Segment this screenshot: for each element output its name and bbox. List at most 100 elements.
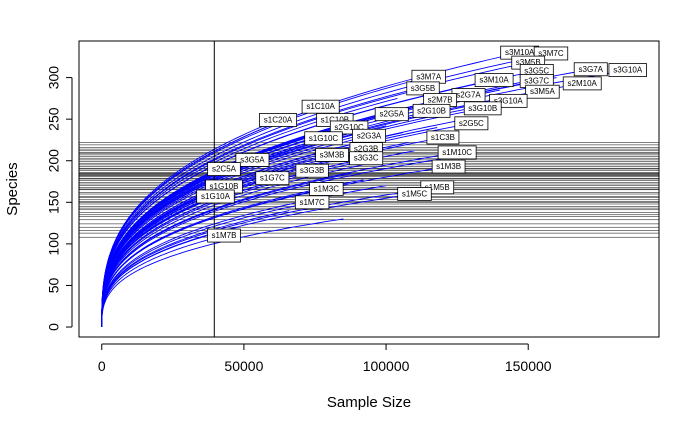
curve-label-box bbox=[437, 145, 477, 160]
curve-label-text: s3G3B bbox=[300, 166, 324, 175]
curve-label-box bbox=[196, 189, 235, 204]
curve-label: s3M7A bbox=[411, 69, 446, 84]
curve-label-text: s1M7C bbox=[299, 198, 325, 207]
curve-label-text: s1G10C bbox=[309, 134, 339, 143]
curve-label-text: s2G7A bbox=[456, 91, 481, 100]
y-axis: 0 50 100 150 200 250 300 bbox=[46, 66, 73, 331]
curve-label-text: s2G3B bbox=[354, 145, 378, 154]
curve-label: s3G10B bbox=[463, 101, 502, 116]
curve-label: s1G10C bbox=[304, 131, 343, 146]
curve-label: s1M7B bbox=[207, 228, 241, 243]
rarefaction-curve bbox=[101, 193, 262, 328]
curve-label: s3G10A bbox=[608, 63, 647, 78]
curve-label: s1M5C bbox=[397, 187, 432, 201]
x-tick-label: 0 bbox=[98, 358, 106, 374]
rarefaction-curve bbox=[101, 97, 398, 328]
curve-label: s1C10A bbox=[301, 99, 340, 114]
curve-label-text: s2G10C bbox=[334, 123, 364, 132]
curve-label-text: s1C3B bbox=[431, 133, 455, 142]
curve-label-box bbox=[259, 113, 297, 127]
curve-label: s1G7C bbox=[255, 171, 290, 186]
curve-label-box bbox=[573, 62, 608, 77]
x-axis-title: Sample Size bbox=[327, 394, 411, 411]
curve-label-text: s3G10B bbox=[468, 104, 497, 113]
curve-label-box bbox=[412, 103, 451, 118]
y-tick-label: 0 bbox=[46, 323, 62, 331]
curve-label-box bbox=[454, 116, 489, 131]
curve-label-text: s2M10A bbox=[568, 79, 598, 88]
curve-label-box bbox=[294, 195, 330, 210]
curve-label: s1M3B bbox=[431, 159, 466, 174]
curve-label-text: s3G10A bbox=[613, 66, 643, 75]
curve-label-text: s3G7A bbox=[579, 65, 604, 74]
curve-label: s1C3B bbox=[426, 130, 460, 145]
curve-label-text: s3M7A bbox=[416, 72, 442, 81]
curve-label: s1G10A bbox=[196, 189, 235, 204]
curve-label-text: s1G7C bbox=[260, 174, 285, 183]
curve-label-text: s2C5A bbox=[212, 165, 237, 174]
curve-label-text: s1G10B bbox=[210, 182, 239, 191]
curve-label: s3M3B bbox=[315, 148, 349, 162]
x-axis: 0 50000 100000 150000 bbox=[98, 343, 552, 374]
curve-label-box bbox=[608, 63, 647, 78]
curve-label: s2G5A bbox=[374, 107, 409, 122]
rarefaction-curve bbox=[101, 226, 239, 328]
curve-label: s3G3B bbox=[295, 163, 329, 178]
curve-label-text: s3M7C bbox=[538, 49, 564, 58]
curve-label-text: s3G10A bbox=[494, 96, 524, 105]
rarefaction-curve bbox=[101, 210, 290, 328]
curve-label-text: s2G5C bbox=[459, 119, 484, 128]
curve-label: s2G5C bbox=[454, 116, 489, 131]
curve-label-text: s3M10A bbox=[505, 48, 535, 57]
rarefaction-curve bbox=[101, 218, 344, 328]
curve-label-box bbox=[295, 163, 329, 178]
curve-label-text: s3G5A bbox=[240, 155, 265, 164]
curve-label-text: s3M5A bbox=[530, 87, 556, 96]
curve-label-text: s3G5B bbox=[411, 84, 435, 93]
curve-label-text: s3M3B bbox=[320, 150, 345, 159]
curve-label: s2C5A bbox=[207, 162, 241, 176]
rarefaction-curve bbox=[101, 185, 387, 328]
curve-label-box bbox=[374, 107, 409, 122]
curve-label: s1M10C bbox=[437, 145, 477, 160]
y-tick-label: 200 bbox=[46, 149, 62, 173]
curve-label: s2G10B bbox=[412, 103, 451, 118]
curve-label-text: s2G5A bbox=[380, 110, 405, 119]
curve-label-box bbox=[463, 101, 502, 116]
curve-label-box bbox=[207, 228, 241, 243]
curve-label: s2M10A bbox=[562, 76, 602, 91]
curve-label-text: s3M5B bbox=[516, 58, 541, 67]
curve-label-text: s2G3A bbox=[357, 131, 382, 140]
curve-label-text: s3M10A bbox=[479, 76, 509, 85]
curve-label-text: s1M7B bbox=[212, 231, 237, 240]
curve-label-box bbox=[304, 131, 343, 146]
curve-label-text: s2M7B bbox=[428, 96, 453, 105]
curve-label-text: s3G7C bbox=[524, 76, 549, 85]
rarefaction-curves bbox=[101, 52, 628, 328]
rarefaction-curve bbox=[101, 119, 279, 328]
y-tick-label: 50 bbox=[46, 277, 62, 293]
y-tick-label: 250 bbox=[46, 107, 62, 131]
curve-label: s3G5B bbox=[406, 81, 440, 96]
y-axis-title: Species bbox=[4, 162, 21, 215]
curve-label: s3G7A bbox=[573, 62, 608, 77]
curve-label-text: s3G3C bbox=[354, 154, 379, 163]
curve-label-box bbox=[255, 171, 290, 186]
curve-label-text: s1C20A bbox=[264, 115, 293, 124]
curve-label-box bbox=[525, 84, 560, 99]
curve-label-box bbox=[315, 148, 349, 162]
curve-label-text: s1C10B bbox=[321, 115, 349, 124]
curve-label-box bbox=[562, 76, 602, 91]
curve-label: s1M3C bbox=[309, 182, 344, 196]
curve-label-text: s1M5C bbox=[402, 189, 428, 198]
curve-label: s3M10A bbox=[474, 73, 514, 87]
curve-label-box bbox=[207, 162, 241, 176]
curve-label-text: s1M10C bbox=[442, 148, 472, 157]
curve-label-text: s1M3C bbox=[314, 185, 340, 194]
curve-label-text: s2G10B bbox=[417, 106, 446, 115]
rarefaction-curve bbox=[101, 156, 455, 328]
curve-label-box bbox=[349, 151, 384, 166]
curve-label-box bbox=[431, 159, 466, 174]
